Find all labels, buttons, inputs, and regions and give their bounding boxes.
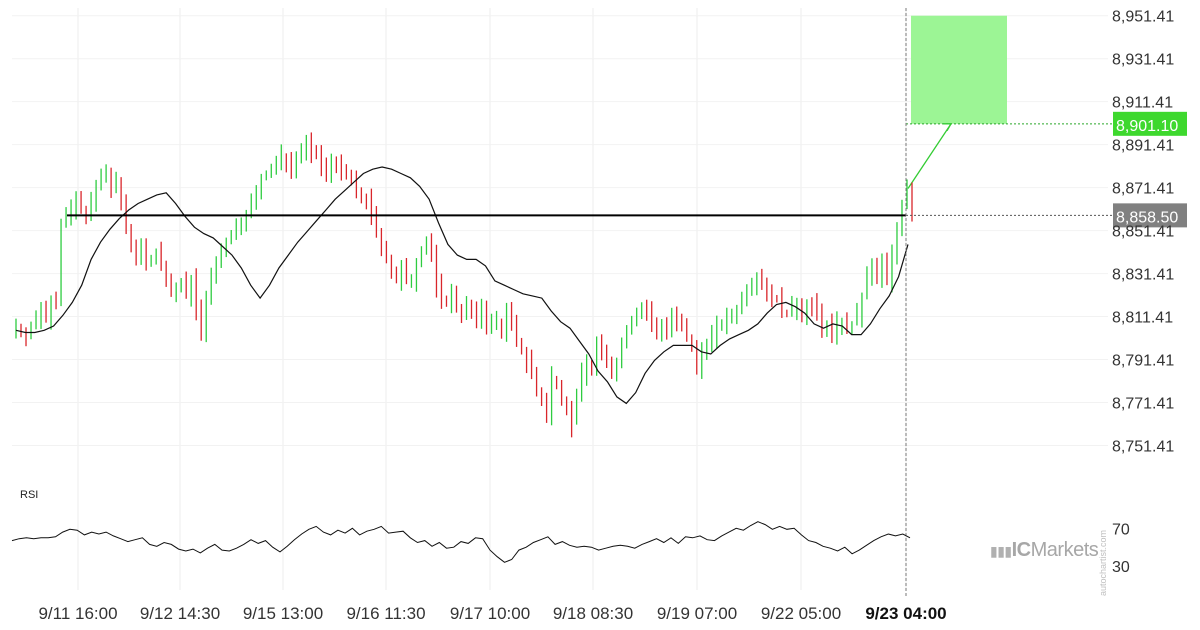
- target-price-badge: [1113, 111, 1187, 136]
- target-zone-rect: [911, 15, 1007, 124]
- price-tick-label: 8,911.41: [1112, 95, 1173, 112]
- time-tick-label: 9/22 05:00: [761, 604, 841, 623]
- watermark-text: autochartist.com: [1098, 530, 1108, 596]
- price-tick-label: 8,811.41: [1112, 310, 1173, 327]
- support-price-badge: [1113, 203, 1187, 228]
- price-tick-label: 8,931.41: [1112, 52, 1174, 69]
- price-axis: 8,951.41 8,931.41 8,911.41 8,891.41 8,871.41…: [1112, 9, 1174, 456]
- price-tick-label: 8,851.41: [1112, 224, 1174, 241]
- price-tick-label: 8,871.41: [1112, 181, 1174, 198]
- ma-line: [15, 166, 909, 405]
- ic-markets-logo: ▮▮▮ICMarkets: [990, 539, 1099, 562]
- rsi-line: [11, 521, 911, 563]
- logo-bars-icon: ▮▮▮: [990, 543, 1012, 559]
- time-tick-label: 9/17 10:00: [450, 604, 530, 623]
- price-tick-label: 8,791.41: [1112, 353, 1174, 370]
- time-axis: 9/11 16:00 9/12 14:30 9/15 13:00 9/16 11:30…: [38, 604, 946, 623]
- time-tick-label: 9/18 08:30: [553, 604, 633, 623]
- price-tick-label: 8,831.41: [1112, 267, 1174, 284]
- price-tick-label: 8,751.41: [1112, 438, 1174, 455]
- time-tick-label: 9/11 16:00: [38, 604, 117, 623]
- support-price-label: 8,858.50: [1116, 209, 1178, 226]
- time-tick-label: 9/15 13:00: [243, 604, 323, 623]
- rsi-label: RSI: [20, 489, 38, 501]
- rsi-level-label: 70: [1112, 521, 1130, 538]
- time-tick-label: 9/19 07:00: [657, 604, 737, 623]
- moving-average: [15, 166, 909, 405]
- brand-prefix: IC: [1011, 539, 1032, 561]
- time-tick-label: 9/16 11:30: [346, 604, 425, 623]
- rsi-panel: 70 30: [11, 521, 1130, 576]
- time-tick-label: 9/12 14:30: [140, 604, 220, 623]
- time-tick-label: 9/23 04:00: [865, 604, 946, 623]
- autochartist-watermark: autochartist.com: [1098, 530, 1108, 596]
- arrow-head-icon: [943, 123, 953, 132]
- price-tick-label: 8,891.41: [1112, 138, 1174, 155]
- projection-arrow: [907, 123, 952, 189]
- brand-suffix: Markets: [1030, 539, 1099, 561]
- price-tick-label: 8,771.41: [1112, 396, 1174, 413]
- candles: [15, 132, 913, 438]
- levels: 8,858.50: [67, 8, 1187, 598]
- grid: [12, 8, 1108, 590]
- target-zone: 8,901.10: [906, 15, 1187, 189]
- rsi-level-label: 30: [1112, 559, 1130, 576]
- price-tick-label: 8,951.41: [1112, 9, 1174, 26]
- target-price-label: 8,901.10: [1116, 118, 1178, 135]
